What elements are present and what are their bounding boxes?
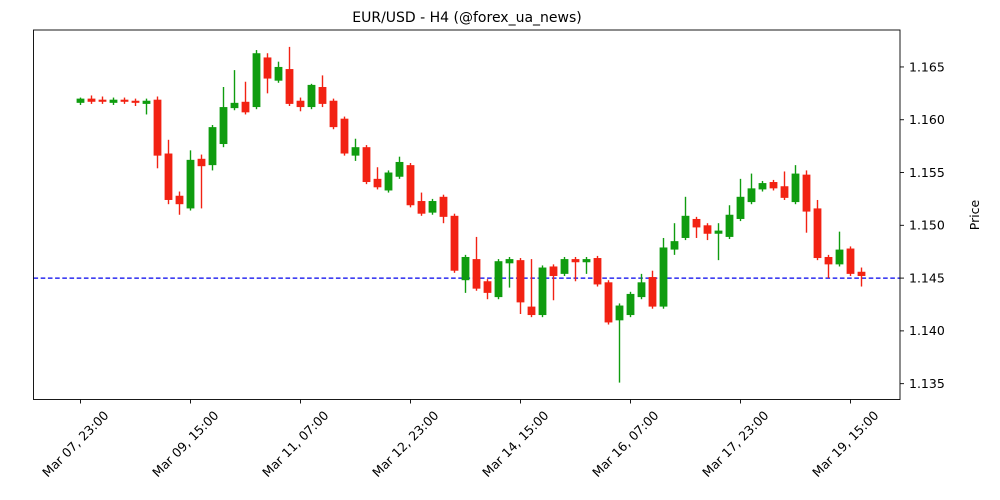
candle-body-up: [560, 259, 569, 274]
y-axis-title: Price: [967, 199, 982, 230]
x-tick-label: Mar 17, 23:00: [699, 408, 771, 480]
candle-body-down: [846, 248, 855, 274]
candle-body-up: [208, 127, 217, 166]
candle-body-up: [76, 98, 85, 103]
candle-body-down: [417, 201, 426, 214]
candle-body-up: [351, 147, 360, 156]
candle-body-down: [87, 98, 96, 102]
candle-body-up: [637, 282, 646, 298]
candle-body-down: [780, 186, 789, 198]
x-tick-label: Mar 09, 15:00: [149, 408, 221, 480]
candle-body-down: [197, 158, 206, 167]
candle-body-up: [791, 173, 800, 203]
candle-body-up: [659, 247, 668, 307]
candle-body-down: [571, 259, 580, 263]
x-tick-label: Mar 11, 07:00: [259, 408, 331, 480]
candle-body-up: [670, 241, 679, 250]
candle-body-down: [329, 100, 338, 128]
candle-body-up: [186, 159, 195, 209]
plot-border: [33, 29, 901, 400]
candle-body-down: [241, 101, 250, 113]
candle-body-down: [318, 87, 327, 104]
candle-body-up: [219, 107, 228, 145]
candle-body-up: [538, 267, 547, 316]
candle-body-down: [406, 165, 415, 206]
y-tick-label: 1.135: [909, 376, 945, 391]
candle-body-down: [769, 182, 778, 189]
y-tick-label: 1.140: [909, 323, 945, 338]
candle-body-up: [395, 161, 404, 177]
axes-layer: 1.135 1.140 1.145 1.150 1.155 1.160 1.165 Mar 0…: [33, 29, 945, 480]
candle-body-up: [626, 293, 635, 316]
candle-body-down: [340, 118, 349, 154]
candle-body-down: [98, 99, 107, 102]
candle-body-up: [582, 259, 591, 263]
candle-body-up: [615, 305, 624, 321]
candle-body-down: [131, 100, 140, 103]
candle-body-up: [274, 66, 283, 81]
x-tick-label: Mar 07, 23:00: [39, 408, 111, 480]
candle-body-up: [307, 84, 316, 108]
y-tick-label: 1.150: [909, 218, 945, 233]
candle-body-up: [230, 102, 239, 109]
y-tick-label: 1.145: [909, 270, 945, 285]
x-tick-label: Mar 16, 07:00: [589, 408, 661, 480]
candle-body-up: [747, 188, 756, 203]
candle-body-up: [252, 53, 261, 108]
candle-body-up: [142, 100, 151, 104]
candle-body-up: [109, 99, 118, 103]
candle-body-up: [428, 201, 437, 213]
candle-body-down: [604, 282, 613, 323]
candle-body-down: [813, 208, 822, 259]
candle-body-down: [285, 69, 294, 104]
x-tick-label: Mar 19, 15:00: [809, 408, 881, 480]
candle-body-down: [802, 174, 811, 212]
y-tick-label: 1.160: [909, 112, 945, 127]
candle-body-down: [373, 178, 382, 188]
candle-body-down: [439, 196, 448, 217]
candle-body-down: [164, 153, 173, 200]
x-tick-label: Mar 14, 15:00: [479, 408, 551, 480]
candle-body-up: [505, 259, 514, 264]
candle-body-down: [692, 218, 701, 228]
candle-body-down: [483, 281, 492, 293]
chart-title: EUR/USD - H4 (@forex_ua_news): [352, 10, 582, 26]
candle-body-up: [714, 230, 723, 234]
candle-body-down: [362, 147, 371, 183]
candle-body-up: [758, 183, 767, 190]
candle-body-down: [857, 271, 866, 276]
candle-body-up: [461, 256, 470, 281]
candles-layer: [76, 46, 866, 383]
candle-body-up: [681, 215, 690, 238]
candle-body-down: [450, 215, 459, 271]
candle-body-up: [725, 214, 734, 237]
candle-body-up: [494, 261, 503, 298]
candle-body-down: [549, 266, 558, 276]
y-tick-label: 1.155: [909, 165, 945, 180]
candle-body-down: [153, 99, 162, 156]
candle-body-down: [120, 99, 129, 102]
candle-body-down: [472, 259, 481, 289]
candle-body-up: [384, 172, 393, 191]
candle-body-down: [516, 260, 525, 303]
candle-body-up: [736, 196, 745, 219]
candle-body-down: [175, 195, 184, 205]
x-tick-label: Mar 12, 23:00: [369, 408, 441, 480]
candle-body-down: [263, 57, 272, 79]
candle-body-down: [527, 306, 536, 316]
candle-body-down: [703, 225, 712, 234]
candle-body-down: [648, 277, 657, 307]
candle-body-down: [593, 258, 602, 285]
candle-body-down: [296, 100, 305, 108]
candle-body-down: [824, 256, 833, 265]
y-tick-label: 1.165: [909, 59, 945, 74]
candle-body-up: [835, 249, 844, 265]
